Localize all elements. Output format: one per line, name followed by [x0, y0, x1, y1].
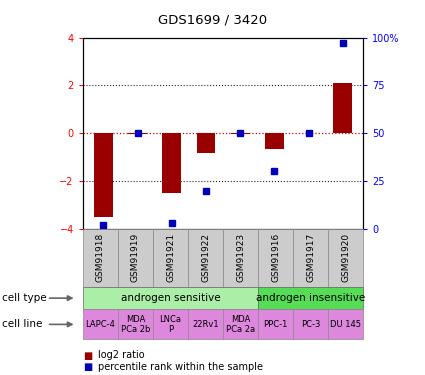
Bar [153, 309, 188, 339]
Bar [83, 309, 118, 339]
Text: androgen insensitive: androgen insensitive [256, 293, 366, 303]
Bar [258, 309, 293, 339]
Bar [293, 229, 328, 287]
Bar [223, 309, 258, 339]
Bar [83, 229, 118, 287]
Text: GSM91917: GSM91917 [306, 233, 315, 282]
Bar [162, 133, 181, 193]
Text: GSM91919: GSM91919 [131, 233, 140, 282]
Text: DU 145: DU 145 [330, 320, 361, 329]
Text: LNCa
P: LNCa P [159, 315, 181, 334]
Bar [128, 133, 147, 134]
Text: GDS1699 / 3420: GDS1699 / 3420 [158, 13, 267, 26]
Bar [118, 309, 153, 339]
Bar [94, 133, 113, 217]
Bar [83, 287, 258, 309]
Text: percentile rank within the sample: percentile rank within the sample [98, 362, 263, 372]
Bar [188, 309, 223, 339]
Text: ■: ■ [83, 362, 92, 372]
Text: GSM91916: GSM91916 [271, 233, 280, 282]
Bar [328, 229, 363, 287]
Bar [293, 309, 328, 339]
Bar [118, 229, 153, 287]
Text: GSM91922: GSM91922 [201, 233, 210, 282]
Text: LAPC-4: LAPC-4 [85, 320, 115, 329]
Text: GSM91923: GSM91923 [236, 233, 245, 282]
Text: 22Rv1: 22Rv1 [192, 320, 219, 329]
Bar [265, 133, 284, 148]
Text: GSM91918: GSM91918 [96, 233, 105, 282]
Text: MDA
PCa 2b: MDA PCa 2b [121, 315, 150, 334]
Bar [328, 309, 363, 339]
Bar [188, 229, 223, 287]
Bar [223, 229, 258, 287]
Bar [258, 287, 363, 309]
Bar [197, 133, 215, 153]
Text: MDA
PCa 2a: MDA PCa 2a [226, 315, 255, 334]
Bar [334, 83, 352, 133]
Text: PPC-1: PPC-1 [264, 320, 288, 329]
Bar [153, 229, 188, 287]
Text: log2 ratio: log2 ratio [98, 351, 144, 360]
Text: GSM91921: GSM91921 [166, 233, 175, 282]
Text: GSM91920: GSM91920 [341, 233, 350, 282]
Text: androgen sensitive: androgen sensitive [121, 293, 220, 303]
Text: cell line: cell line [2, 320, 42, 329]
Bar [258, 229, 293, 287]
Bar [231, 133, 249, 134]
Text: ■: ■ [83, 351, 92, 360]
Text: cell type: cell type [2, 293, 47, 303]
Text: PC-3: PC-3 [301, 320, 320, 329]
